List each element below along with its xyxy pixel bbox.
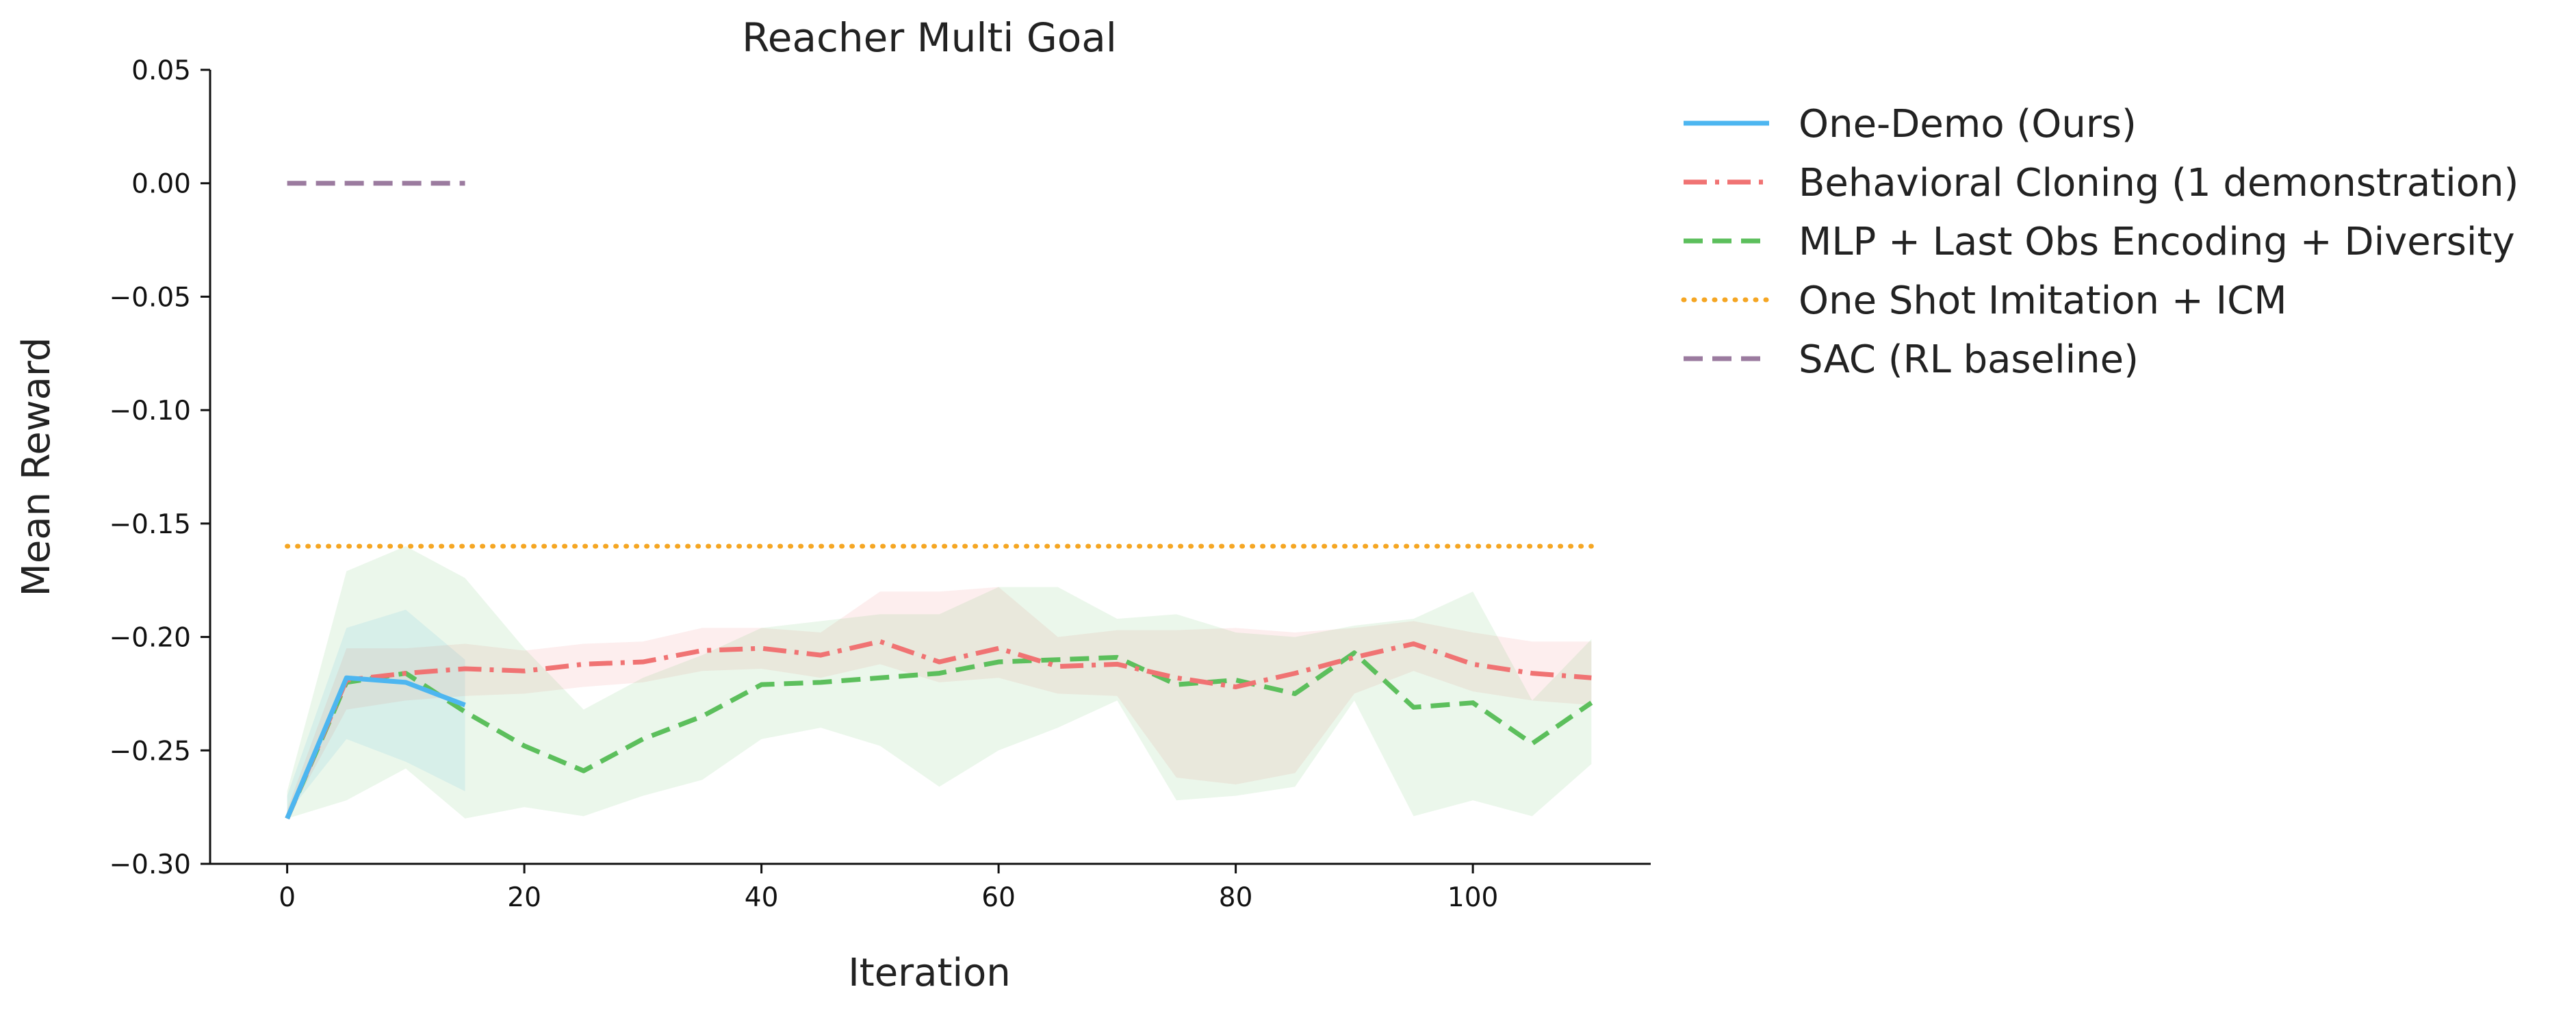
y-tick-label: −0.15 (109, 509, 191, 540)
legend-label-1: Behavioral Cloning (1 demonstration) (1799, 161, 2519, 205)
y-tick-label: −0.10 (109, 396, 191, 426)
line-series-1 (285, 639, 1592, 820)
line-series-2 (285, 650, 1593, 820)
legend-label-0: One-Demo (Ours) (1799, 102, 2137, 146)
y-tick-label: 0.05 (131, 55, 191, 86)
x-tick-label: 100 (1447, 882, 1498, 913)
x-tick-label: 40 (745, 882, 779, 913)
x-tick-label: 60 (981, 882, 1016, 913)
x-tick-label: 20 (507, 882, 541, 913)
legend-label-2: MLP + Last Obs Encoding + Diversity (1799, 220, 2515, 264)
legend-label-3: One Shot Imitation + ICM (1799, 279, 2287, 323)
band-series-0 (287, 609, 465, 815)
legend-label-4: SAC (RL baseline) (1799, 337, 2139, 382)
y-tick-label: −0.30 (109, 849, 191, 880)
y-tick-label: −0.25 (109, 736, 191, 767)
legend: One-Demo (Ours) Behavioral Cloning (1 dem… (1681, 102, 2519, 382)
line-series-0 (285, 675, 466, 820)
series-lines (285, 181, 1594, 820)
x-tick-label: 80 (1219, 882, 1253, 913)
x-ticks: 0 20 40 60 80 100 (279, 864, 1498, 913)
band-series-2 (287, 546, 1592, 819)
x-axis-label: Iteration (848, 951, 1011, 995)
confidence-bands (287, 546, 1592, 819)
y-axis-label: Mean Reward (14, 337, 59, 597)
x-tick-label: 0 (279, 882, 296, 913)
y-ticks: 0.05 0.00 −0.05 −0.10 −0.15 −0.20 −0.25 −0.30 (109, 55, 210, 880)
y-tick-label: −0.20 (109, 623, 191, 654)
band-series-1 (287, 587, 1592, 819)
y-tick-label: −0.05 (109, 282, 191, 313)
chart-title: Reacher Multi Goal (742, 14, 1117, 61)
y-tick-label: 0.00 (131, 169, 191, 200)
